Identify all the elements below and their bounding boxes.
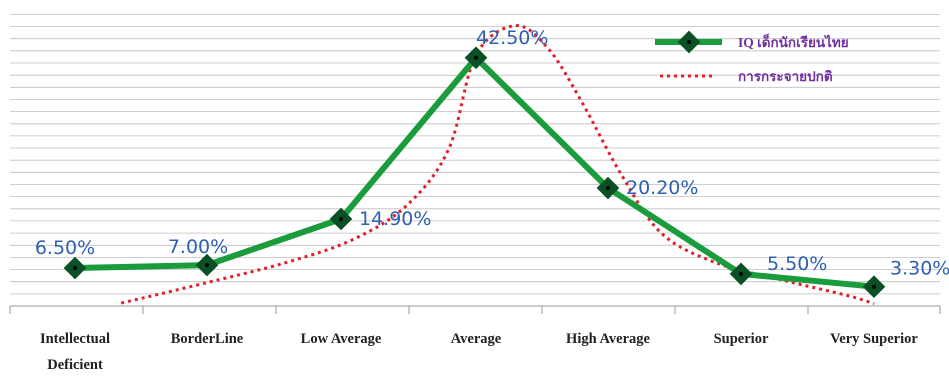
x-axis-tick-labels: Intellectual Deficient BorderLine Low Avera… — [40, 331, 918, 373]
data-label: 42.50% — [476, 27, 548, 49]
iq-point-center — [474, 55, 478, 60]
x-tick-label: Deficient — [47, 357, 103, 373]
x-tick-label: Intellectual — [40, 331, 110, 347]
x-tick-label: BorderLine — [171, 331, 244, 347]
iq-point-center — [205, 263, 209, 268]
legend-marker-iq-dot — [687, 40, 691, 44]
x-tick-label: High Average — [566, 331, 650, 347]
x-tick-label: Average — [451, 331, 502, 347]
legend-label-normal: การกระจายปกติ — [738, 69, 833, 84]
normal-distribution-line — [120, 24, 875, 306]
legend: IQ เด็กนักเรียนไทย การกระจายปกติ — [655, 30, 849, 84]
iq-point-center — [606, 186, 610, 190]
data-label: 6.50% — [35, 237, 95, 259]
data-label: 5.50% — [767, 253, 827, 275]
iq-point-center — [739, 271, 743, 276]
data-label: 20.20% — [626, 177, 698, 199]
iq-point-center — [73, 266, 77, 270]
data-label: 7.00% — [168, 236, 228, 258]
normal-distribution-series — [120, 24, 875, 306]
data-label: 3.30% — [890, 258, 949, 280]
x-tick-label: Superior — [714, 331, 769, 347]
x-tick-label: Low Average — [301, 331, 382, 347]
legend-label-iq: IQ เด็กนักเรียนไทย — [738, 33, 849, 50]
x-axis-ticks — [9, 306, 941, 314]
iq-point-center — [872, 284, 876, 289]
gridlines — [10, 13, 940, 295]
data-labels: 6.50% 7.00% 14.90% 42.50% 20.20% 5.50% 3.30% — [35, 27, 949, 280]
iq-point-center — [339, 217, 343, 221]
x-tick-label: Very Superior — [830, 331, 918, 347]
data-label: 14.90% — [359, 208, 431, 230]
